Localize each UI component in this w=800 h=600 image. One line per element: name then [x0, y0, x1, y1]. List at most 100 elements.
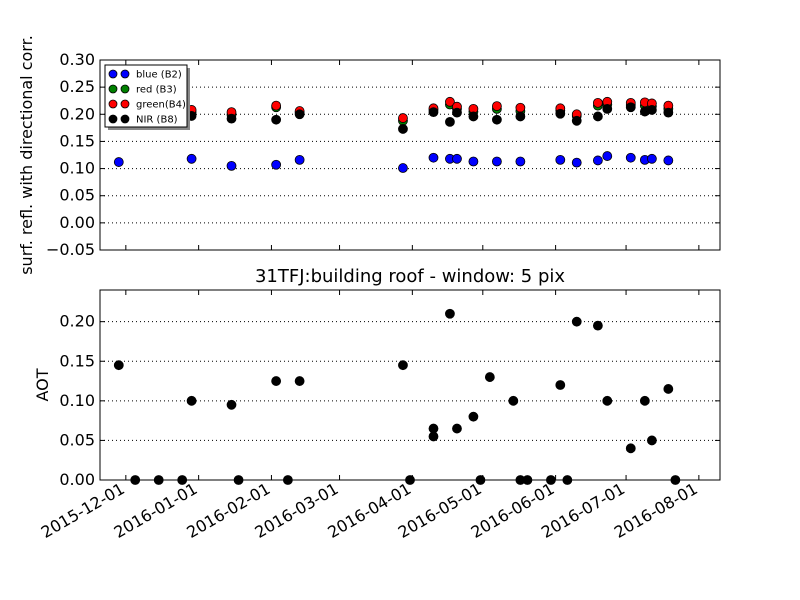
data-point — [592, 320, 603, 331]
legend-marker — [120, 114, 130, 124]
data-point — [294, 376, 305, 386]
legend-label: green(B4) — [136, 100, 186, 111]
legend-box — [104, 64, 188, 128]
data-point — [491, 156, 502, 167]
data-point — [508, 395, 519, 406]
data-point — [271, 114, 282, 125]
data-point — [646, 153, 657, 164]
data-point — [398, 163, 408, 173]
data-point — [445, 116, 455, 127]
data-point — [592, 111, 603, 122]
y-tick-label: 0.25 — [59, 77, 95, 96]
data-point — [468, 111, 479, 122]
reflectance-frame — [99, 59, 721, 251]
data-point — [663, 384, 674, 394]
data-point — [398, 124, 408, 134]
data-point — [592, 155, 603, 166]
y-tick-label: 0.00 — [59, 470, 95, 489]
data-point — [445, 308, 455, 319]
legend-label: blue (B2) — [136, 70, 182, 81]
data-point — [294, 154, 305, 165]
data-point — [271, 159, 282, 170]
aot-y-label: AOT — [33, 368, 52, 401]
x-tick-label: 2016-08-01 — [611, 479, 701, 542]
data-point — [398, 113, 408, 123]
aot-y-ticks: 0.00 0.05 0.10 0.15 0.20 — [59, 312, 720, 489]
data-point — [663, 155, 674, 166]
y-tick-label: 0.05 — [59, 430, 95, 449]
data-point — [491, 114, 502, 125]
legend-marker — [120, 99, 130, 109]
data-point — [571, 316, 582, 327]
data-point — [571, 157, 582, 168]
y-tick-label: 0.20 — [59, 104, 95, 123]
data-point — [602, 151, 613, 161]
legend-marker — [108, 99, 118, 109]
data-point — [445, 96, 455, 107]
data-point — [602, 395, 613, 406]
data-point — [428, 107, 439, 118]
aot-panel: 0.000.050.100.150.20 2015-12-012016-01-0… — [33, 289, 721, 542]
chart-title: 31TFJ:building roof - window: 5 pix — [255, 266, 565, 287]
data-point — [226, 113, 237, 124]
legend-marker — [108, 114, 118, 124]
data-point — [491, 101, 502, 112]
data-point — [555, 380, 566, 390]
data-point — [484, 372, 495, 382]
data-point — [515, 102, 526, 113]
data-point — [186, 153, 197, 164]
legend-marker — [120, 69, 130, 79]
data-point — [452, 107, 462, 118]
data-point — [625, 443, 636, 454]
data-point — [452, 153, 462, 164]
data-point — [428, 431, 439, 442]
legend-items: blue (B2) red (B3) green(B4) NIR (B8) — [108, 69, 186, 126]
legend-marker — [108, 84, 118, 94]
y-tick-label: 0.30 — [59, 50, 95, 69]
legend-label: red (B3) — [136, 85, 177, 96]
data-point — [113, 360, 124, 371]
reflectance-y-label: surf. refl. with directional corr. — [17, 35, 36, 275]
data-point — [186, 395, 197, 406]
data-point — [515, 111, 526, 122]
data-point — [646, 435, 657, 446]
legend-marker — [108, 69, 118, 79]
data-point — [226, 160, 237, 171]
data-point — [398, 360, 408, 371]
data-point — [468, 411, 479, 422]
data-point — [452, 423, 462, 434]
data-point — [428, 152, 439, 163]
aot-frame — [99, 289, 721, 481]
y-tick-label: 0.10 — [59, 391, 95, 410]
aot-points — [113, 308, 681, 485]
data-point — [294, 109, 305, 120]
data-point — [646, 105, 657, 115]
data-point — [571, 115, 582, 126]
data-point — [271, 376, 282, 386]
data-point — [639, 395, 650, 406]
data-point — [271, 100, 282, 111]
y-tick-label: 0.10 — [59, 159, 95, 178]
data-point — [625, 152, 636, 163]
y-tick-label: 0.05 — [59, 186, 95, 205]
reflectance-x-ticks — [125, 60, 700, 250]
y-tick-label: 0.20 — [59, 312, 95, 331]
data-point — [592, 97, 603, 108]
reflectance-points — [113, 96, 674, 173]
data-point — [468, 156, 479, 167]
data-point — [113, 157, 124, 167]
data-point — [602, 103, 613, 114]
legend: blue (B2) red (B3) green(B4) NIR (B8) — [104, 64, 190, 130]
legend-label: NIR (B8) — [136, 115, 178, 126]
y-tick-label: 0.15 — [59, 131, 95, 150]
y-tick-label: 0.00 — [59, 213, 95, 232]
data-point — [515, 156, 526, 167]
data-point — [555, 154, 566, 165]
reflectance-y-ticks: −0.05 0.00 0.05 0.10 0.15 0.20 0.25 0.30 — [46, 50, 720, 259]
reflectance-panel: −0.05 0.00 0.05 0.10 0.15 0.20 0.25 0.30 surf. … — [17, 35, 721, 275]
data-point — [663, 107, 674, 118]
legend-marker — [120, 84, 130, 94]
data-point — [555, 108, 566, 119]
data-point — [625, 102, 636, 113]
